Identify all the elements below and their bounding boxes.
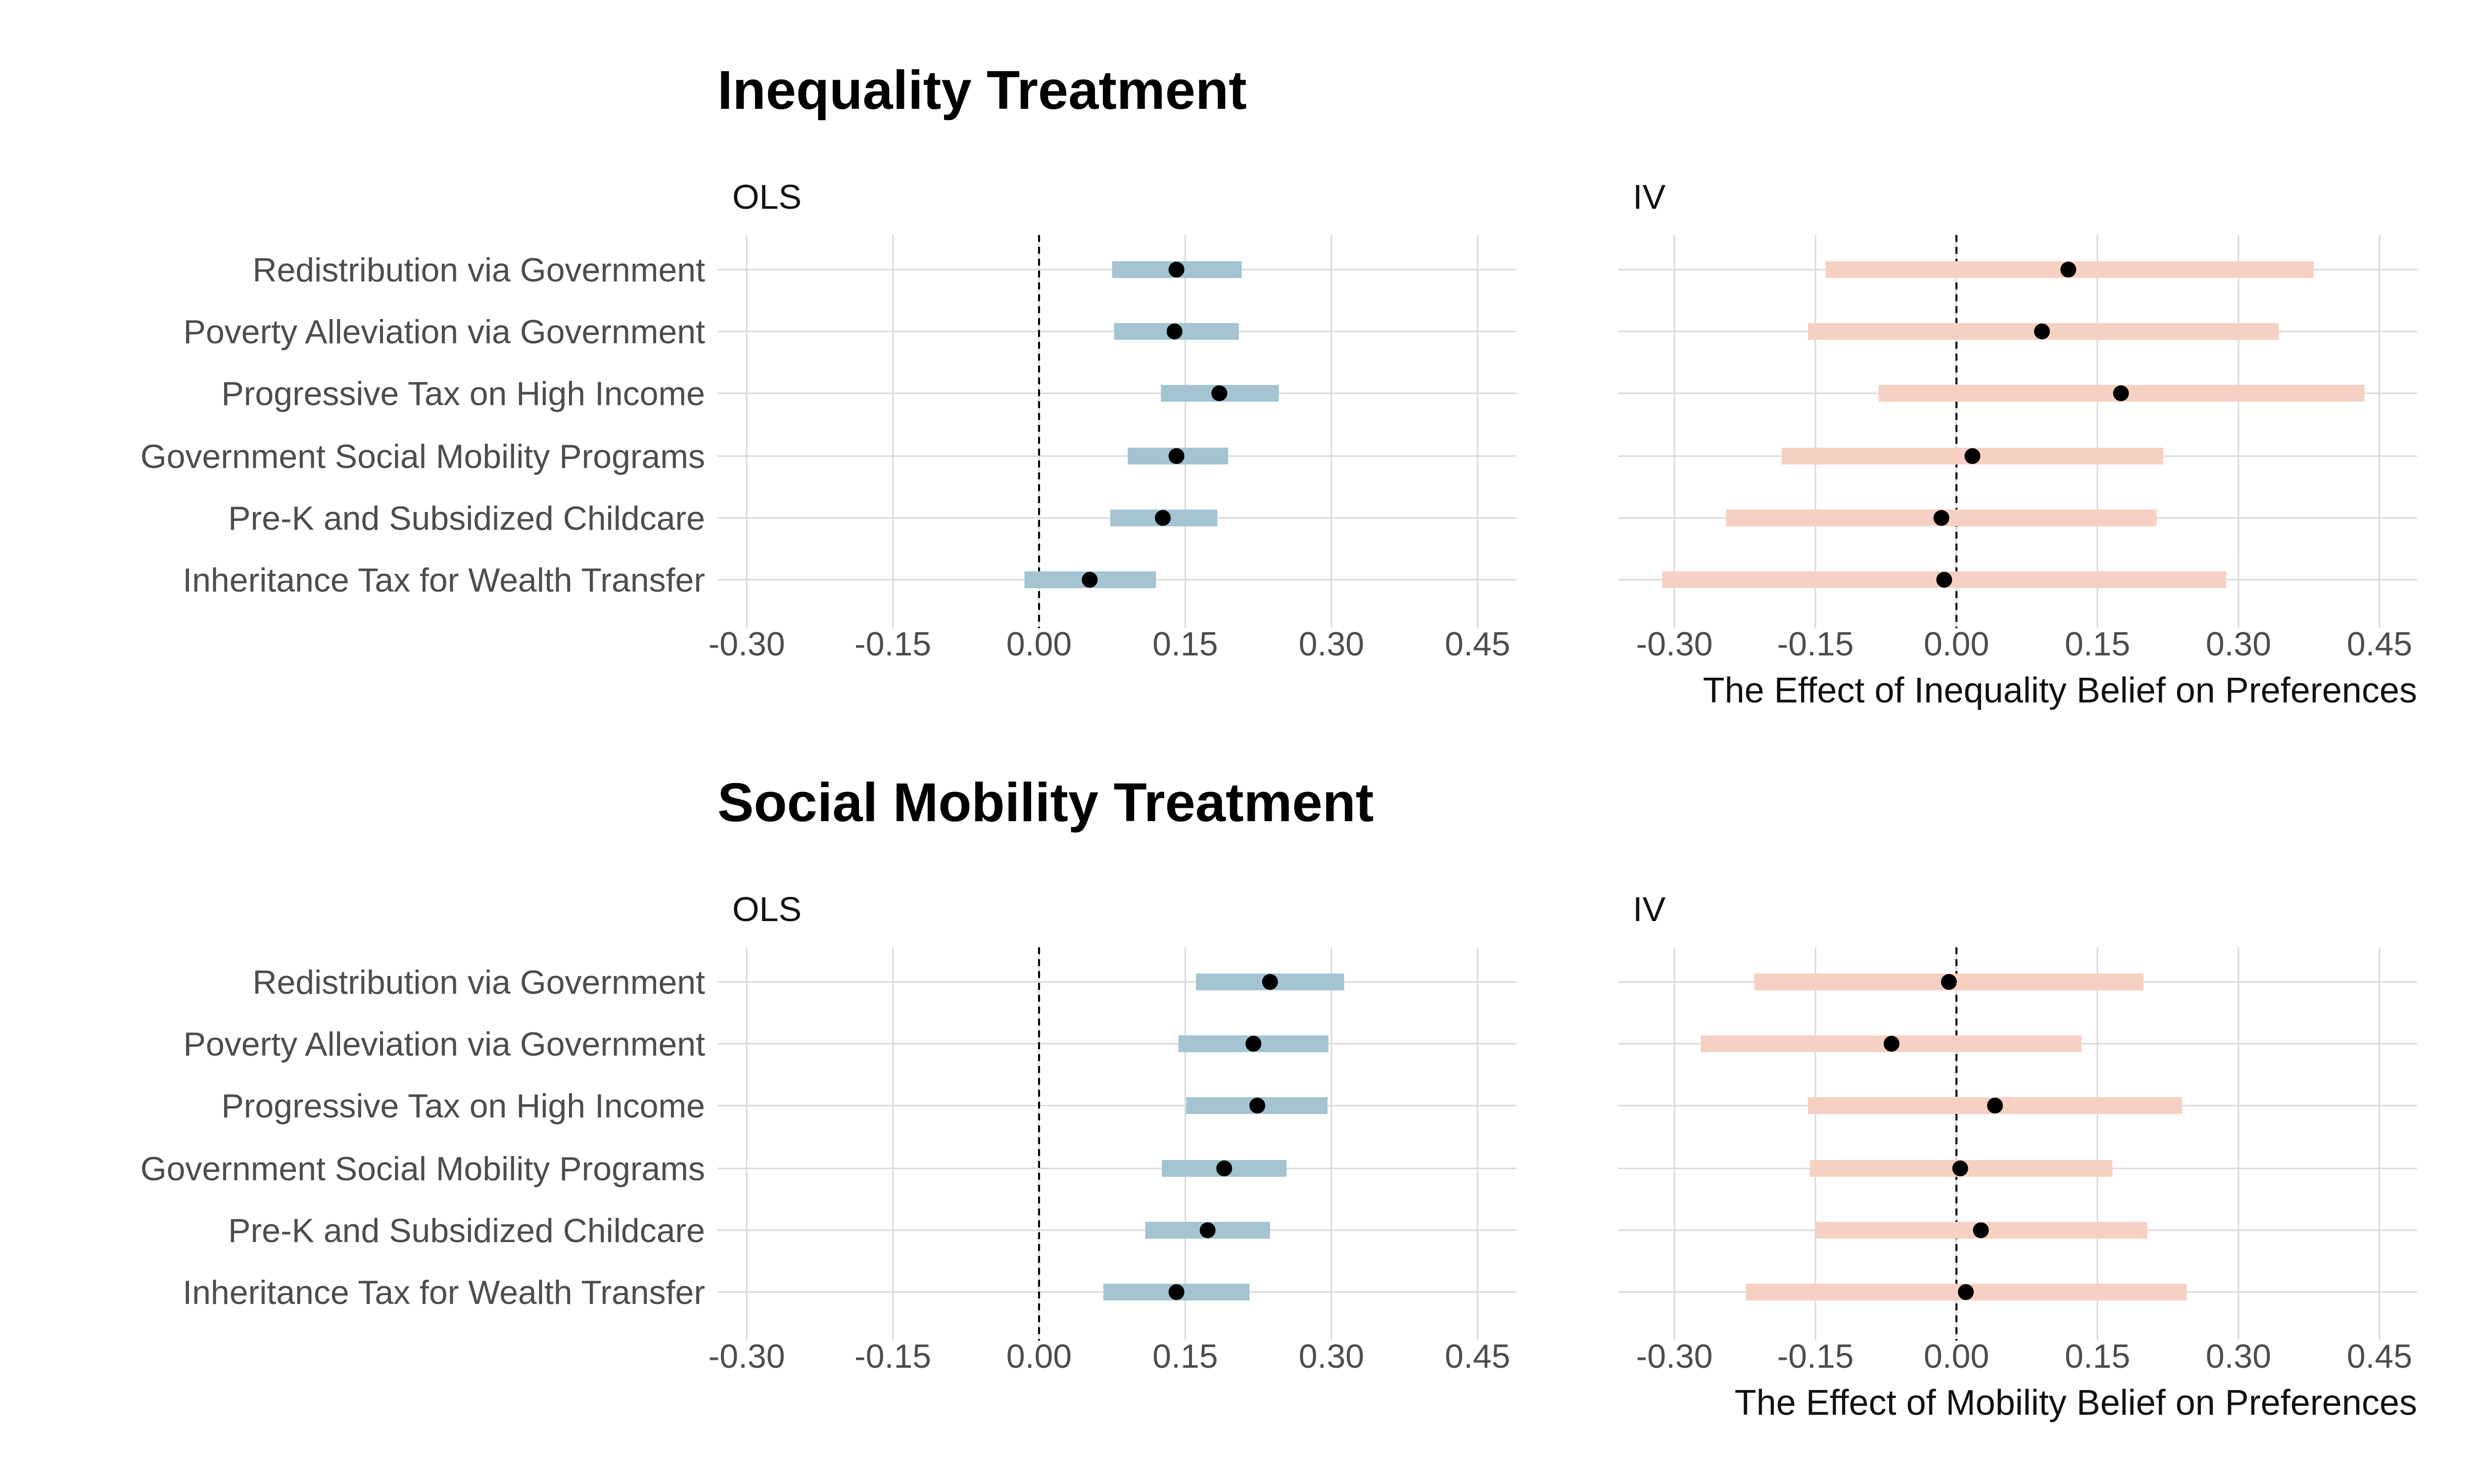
point-estimate <box>1941 974 1957 990</box>
point-estimate <box>1973 1222 1989 1238</box>
point-estimate <box>1211 385 1228 401</box>
x-tick-label: 0.30 <box>2206 625 2271 663</box>
x-tick-label: 0.15 <box>2065 1338 2130 1375</box>
panel-title-mobility-iv: IV <box>1633 890 1665 928</box>
category-label: Poverty Alleviation via Government <box>184 313 706 351</box>
x-tick-label: -0.15 <box>855 1338 931 1375</box>
point-estimate <box>1166 324 1183 339</box>
x-tick-label: 0.00 <box>1924 1338 1989 1375</box>
point-estimate <box>1082 572 1098 588</box>
x-tick-label: 0.30 <box>2206 1338 2271 1375</box>
point-estimate <box>1883 1036 1900 1052</box>
x-tick-label: -0.30 <box>709 1338 785 1375</box>
point-estimate <box>1952 1160 1968 1176</box>
category-label: Inheritance Tax for Wealth Transfer <box>183 1274 705 1311</box>
point-estimate <box>2113 385 2129 401</box>
x-tick-label: 0.00 <box>1924 625 1989 663</box>
point-estimate <box>2034 324 2050 339</box>
x-tick-label: 0.45 <box>2347 625 2412 663</box>
category-label: Redistribution via Government <box>252 964 705 1001</box>
x-tick-label: 0.45 <box>2347 1338 2412 1375</box>
category-label: Redistribution via Government <box>252 251 705 289</box>
panel-title-inequality-ols: OLS <box>732 178 802 216</box>
category-label: Inheritance Tax for Wealth Transfer <box>183 561 705 599</box>
point-estimate <box>1199 1222 1216 1238</box>
category-label: Government Social Mobility Programs <box>141 438 705 475</box>
category-label: Progressive Tax on High Income <box>221 1087 705 1125</box>
x-tick-label: 0.00 <box>1006 625 1072 663</box>
point-estimate <box>1964 448 1981 464</box>
panel-title-mobility-ols: OLS <box>732 890 802 928</box>
point-estimate <box>1245 1036 1262 1052</box>
x-tick-label: 0.45 <box>1445 625 1510 663</box>
x-axis-title: The Effect of Inequality Belief on Prefe… <box>1703 671 2417 710</box>
point-estimate <box>1216 1160 1233 1176</box>
x-tick-label: 0.15 <box>1152 1338 1218 1375</box>
x-tick-label: 0.30 <box>1299 625 1364 663</box>
section-title-mobility: Social Mobility Treatment <box>717 772 1374 833</box>
panel-mobility-ols: -0.30 -0.15 0.00 0.15 0.30 0.45 Redistribution… <box>141 947 1517 1375</box>
category-label: Pre-K and Subsidized Childcare <box>228 1212 705 1250</box>
category-label: Poverty Alleviation via Government <box>184 1025 706 1063</box>
panel-mobility-iv: -0.30 -0.15 0.00 0.15 0.30 0.45 The Effect of … <box>1618 947 2417 1423</box>
category-label: Progressive Tax on High Income <box>221 375 705 413</box>
x-tick-label: -0.30 <box>709 625 785 663</box>
point-estimate <box>1168 448 1185 464</box>
x-tick-label: -0.15 <box>1777 625 1854 663</box>
x-tick-label: 0.00 <box>1006 1338 1072 1375</box>
x-tick-label: -0.15 <box>1777 1338 1854 1375</box>
x-tick-label: -0.15 <box>855 625 931 663</box>
x-axis-title: The Effect of Mobility Belief on Prefere… <box>1735 1383 2417 1423</box>
x-tick-label: -0.30 <box>1636 1338 1713 1375</box>
section-title-inequality: Inequality Treatment <box>717 60 1247 121</box>
x-tick-label: 0.15 <box>1152 625 1218 663</box>
x-tick-label: 0.15 <box>2065 625 2130 663</box>
point-estimate <box>1155 510 1171 526</box>
panel-title-inequality-iv: IV <box>1633 178 1665 216</box>
x-tick-label: 0.30 <box>1299 1338 1364 1375</box>
point-estimate <box>1168 262 1185 278</box>
point-estimate <box>1987 1098 2003 1113</box>
point-estimate <box>1936 572 1952 588</box>
point-estimate <box>1249 1098 1266 1113</box>
point-estimate <box>1958 1284 1974 1300</box>
panel-inequality-iv: -0.30 -0.15 0.00 0.15 0.30 0.45 The Effect of … <box>1618 235 2417 710</box>
category-label: Government Social Mobility Programs <box>141 1150 705 1188</box>
x-tick-label: 0.45 <box>1445 1338 1510 1375</box>
panel-inequality-ols: -0.30 -0.15 0.00 0.15 0.30 0.45 Redistribution… <box>141 235 1517 663</box>
point-estimate <box>1262 974 1278 990</box>
x-tick-label: -0.30 <box>1636 625 1713 663</box>
point-estimate <box>2060 262 2077 278</box>
point-estimate <box>1168 1284 1185 1300</box>
point-estimate <box>1933 510 1950 526</box>
category-label: Pre-K and Subsidized Childcare <box>228 500 705 537</box>
